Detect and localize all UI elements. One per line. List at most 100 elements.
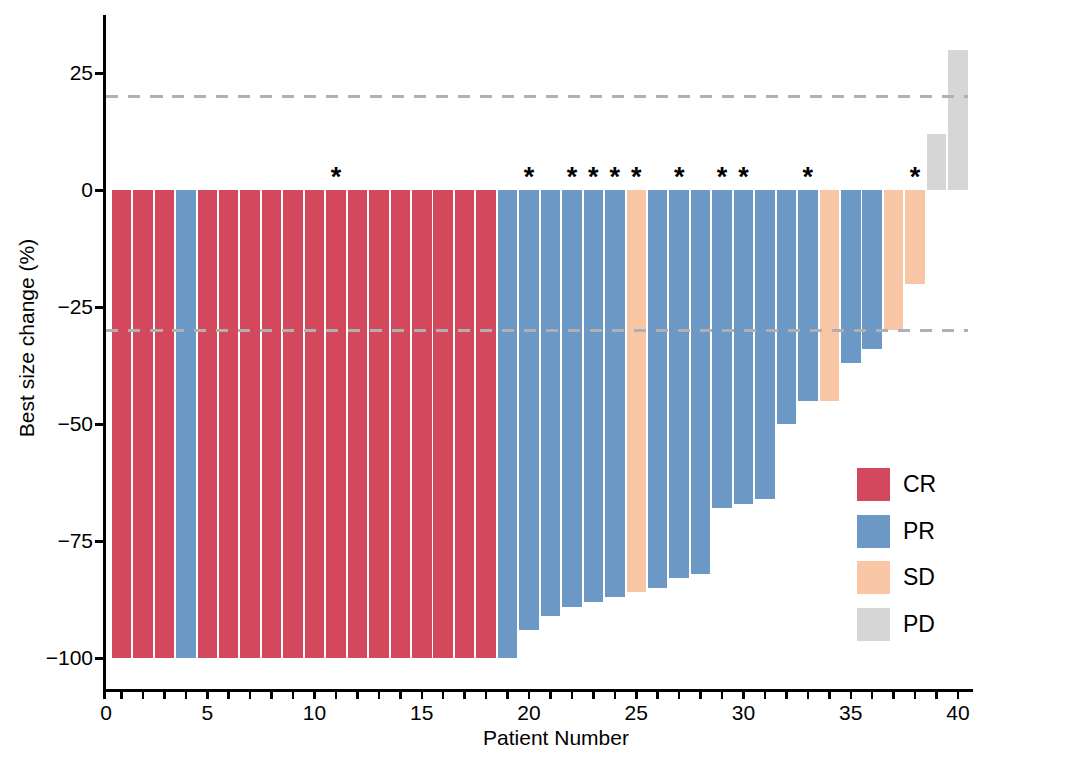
legend-swatch-pr xyxy=(857,515,890,548)
x-tick-6 xyxy=(227,692,230,699)
bar-patient-19 xyxy=(498,190,518,658)
bar-patient-37 xyxy=(884,190,904,330)
bar-patient-18 xyxy=(476,190,496,658)
x-tick-39 xyxy=(935,692,938,699)
bar-patient-34 xyxy=(820,190,840,401)
x-tick-label-40: 40 xyxy=(928,701,988,725)
x-tick-5 xyxy=(206,692,209,699)
x-tick-32 xyxy=(785,692,788,699)
waterfall-plot: ***********250−25−50−75−1000510152025303… xyxy=(0,0,1080,763)
legend-label-pd: PD xyxy=(903,608,935,641)
y-tick--25 xyxy=(95,306,103,309)
x-tick-30 xyxy=(742,692,745,699)
x-tick-15 xyxy=(421,692,424,699)
x-axis-title: Patient Number xyxy=(483,726,629,750)
x-tick-17 xyxy=(463,692,466,699)
x-tick-8 xyxy=(270,692,273,699)
x-tick-24 xyxy=(614,692,617,699)
bar-patient-38 xyxy=(905,190,925,284)
x-tick-label-5: 5 xyxy=(177,701,237,725)
bar-patient-36 xyxy=(862,190,882,349)
significance-asterisk-patient-25: * xyxy=(621,164,651,190)
x-axis-spine xyxy=(103,689,973,692)
significance-asterisk-patient-27: * xyxy=(664,164,694,190)
y-tick-label--25: −25 xyxy=(0,294,93,320)
bar-patient-3 xyxy=(155,190,175,658)
bar-patient-8 xyxy=(262,190,282,658)
x-tick-28 xyxy=(699,692,702,699)
bar-patient-11 xyxy=(326,190,346,658)
y-tick-25 xyxy=(95,72,103,75)
bar-patient-22 xyxy=(562,190,582,607)
x-tick-26 xyxy=(656,692,659,699)
y-tick--75 xyxy=(95,540,103,543)
x-tick-label-15: 15 xyxy=(392,701,452,725)
bar-patient-14 xyxy=(391,190,411,658)
y-axis-spine xyxy=(103,15,106,692)
bar-patient-26 xyxy=(648,190,668,588)
bar-patient-17 xyxy=(455,190,475,658)
significance-asterisk-patient-20: * xyxy=(514,164,544,190)
bar-patient-9 xyxy=(283,190,303,658)
legend-swatch-pd xyxy=(857,608,890,641)
x-tick-35 xyxy=(850,692,853,699)
significance-asterisk-patient-33: * xyxy=(793,164,823,190)
x-tick-14 xyxy=(399,692,402,699)
x-tick-33 xyxy=(807,692,810,699)
bar-patient-4 xyxy=(176,190,196,658)
bar-patient-20 xyxy=(519,190,539,630)
bar-patient-7 xyxy=(240,190,260,658)
bar-patient-39 xyxy=(927,134,947,190)
x-tick-label-30: 30 xyxy=(714,701,774,725)
x-tick-4 xyxy=(185,692,188,699)
x-tick-31 xyxy=(764,692,767,699)
bar-patient-24 xyxy=(605,190,625,597)
x-tick-label-0: 0 xyxy=(76,701,136,725)
bar-patient-28 xyxy=(691,190,711,574)
bar-patient-35 xyxy=(841,190,861,363)
x-tick-23 xyxy=(592,692,595,699)
x-tick-label-25: 25 xyxy=(606,701,666,725)
y-tick-label--50: −50 xyxy=(0,411,93,437)
bar-patient-6 xyxy=(219,190,239,658)
y-tick--50 xyxy=(95,423,103,426)
x-tick-2 xyxy=(142,692,145,699)
legend-swatch-cr xyxy=(857,468,890,501)
x-tick-16 xyxy=(442,692,445,699)
x-tick-label-35: 35 xyxy=(821,701,881,725)
y-axis-title: Best size change (%) xyxy=(15,239,39,437)
bar-patient-1 xyxy=(112,190,132,658)
bar-patient-12 xyxy=(348,190,368,658)
significance-asterisk-patient-38: * xyxy=(900,164,930,190)
x-tick-1 xyxy=(120,692,123,699)
x-tick-21 xyxy=(549,692,552,699)
bar-patient-31 xyxy=(755,190,775,499)
x-tick-label-10: 10 xyxy=(285,701,345,725)
x-tick-29 xyxy=(721,692,724,699)
x-tick-3 xyxy=(163,692,166,699)
bar-patient-25 xyxy=(627,190,647,592)
bar-patient-5 xyxy=(198,190,218,658)
bar-patient-16 xyxy=(433,190,453,658)
y-tick-0 xyxy=(95,189,103,192)
y-tick-label-0: 0 xyxy=(0,177,93,203)
legend-label-cr: CR xyxy=(903,468,936,501)
x-tick-18 xyxy=(485,692,488,699)
bar-patient-40 xyxy=(948,50,968,190)
bar-patient-30 xyxy=(734,190,754,504)
bar-patient-23 xyxy=(584,190,604,602)
x-tick-38 xyxy=(914,692,917,699)
legend-swatch-sd xyxy=(857,561,890,594)
x-tick-27 xyxy=(678,692,681,699)
x-tick-40 xyxy=(957,692,960,699)
y-tick-label--75: −75 xyxy=(0,528,93,554)
x-tick-9 xyxy=(292,692,295,699)
x-tick-37 xyxy=(892,692,895,699)
x-tick-34 xyxy=(828,692,831,699)
bar-patient-27 xyxy=(669,190,689,578)
x-tick-22 xyxy=(571,692,574,699)
bar-patient-2 xyxy=(133,190,153,658)
x-tick-0 xyxy=(103,692,106,699)
x-tick-19 xyxy=(506,692,509,699)
bar-patient-13 xyxy=(369,190,389,658)
